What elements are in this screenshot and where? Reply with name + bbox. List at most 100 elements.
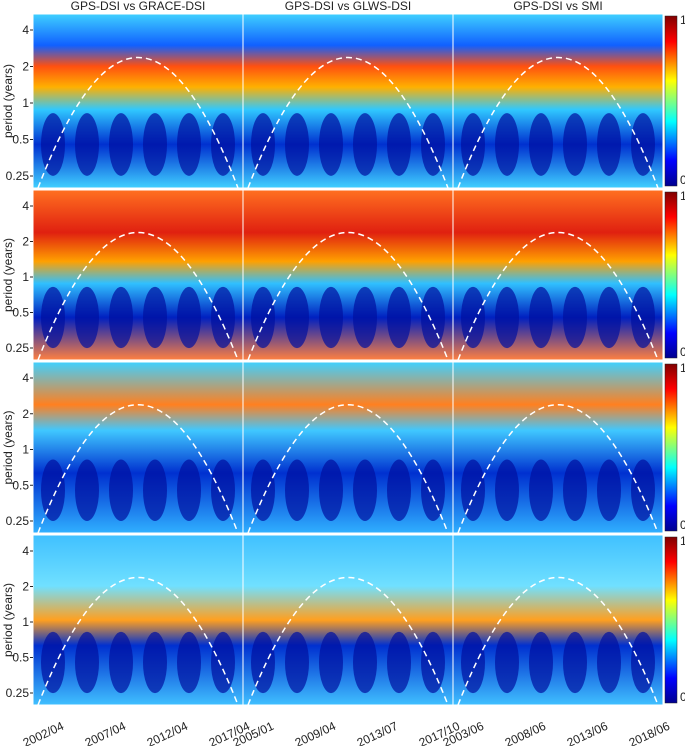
- low-coherence-blob: [211, 631, 235, 694]
- low-coherence-blob: [319, 459, 343, 522]
- coherence-map: [243, 14, 453, 188]
- low-coherence-blob: [285, 631, 309, 694]
- y-tick-label: 0.25: [6, 169, 30, 183]
- low-coherence-blob: [495, 459, 519, 522]
- y-axis-label: period (years): [1, 410, 15, 484]
- colorbar: [664, 191, 678, 359]
- low-coherence-blob: [143, 286, 167, 349]
- y-tick-label: 4: [22, 544, 29, 558]
- low-coherence-blob: [563, 113, 587, 176]
- low-coherence-blob: [631, 631, 655, 694]
- coherence-map: [243, 535, 453, 705]
- y-tick-label: 2: [22, 235, 29, 249]
- coherence-map: [453, 190, 663, 360]
- coherence-map: [243, 190, 453, 360]
- low-coherence-blob: [211, 286, 235, 349]
- low-coherence-blob: [177, 631, 201, 694]
- low-coherence-blob: [529, 286, 553, 349]
- y-tick-label: 1: [22, 443, 29, 457]
- low-coherence-blob: [211, 113, 235, 176]
- low-coherence-blob: [421, 631, 445, 694]
- low-coherence-blob: [597, 286, 621, 349]
- y-tick-label: 2: [22, 580, 29, 594]
- low-coherence-blob: [41, 113, 65, 176]
- low-coherence-blob: [143, 459, 167, 522]
- column-title: GPS-DSI vs SMI: [513, 0, 602, 13]
- colorbar-tick-label: 1: [680, 13, 685, 27]
- low-coherence-blob: [353, 113, 377, 176]
- low-coherence-blob: [461, 631, 485, 694]
- low-coherence-blob: [597, 631, 621, 694]
- cone-of-influence: [247, 232, 449, 361]
- low-coherence-blob: [251, 459, 275, 522]
- low-coherence-blob: [109, 631, 133, 694]
- low-coherence-blob: [41, 459, 65, 522]
- coherence-map: [33, 535, 243, 705]
- y-tick-label: 1: [22, 270, 29, 284]
- low-coherence-blob: [75, 459, 99, 522]
- y-tick-label: 2: [22, 60, 29, 74]
- y-tick-label: 2: [22, 407, 29, 421]
- cone-of-influence: [37, 577, 239, 706]
- low-coherence-blob: [387, 631, 411, 694]
- low-coherence-blob: [41, 286, 65, 349]
- low-coherence-blob: [495, 113, 519, 176]
- y-tick-label: 0.5: [12, 478, 29, 492]
- low-coherence-blob: [319, 286, 343, 349]
- low-coherence-blob: [251, 113, 275, 176]
- low-coherence-blob: [529, 631, 553, 694]
- x-tick-label: 2013/06: [565, 719, 611, 746]
- low-coherence-blob: [177, 286, 201, 349]
- low-coherence-blob: [319, 631, 343, 694]
- y-tick-label: 0.5: [12, 133, 29, 147]
- low-coherence-blob: [41, 631, 65, 694]
- cone-of-influence: [37, 404, 239, 534]
- coherence-map: [453, 14, 663, 188]
- panel-frame: [452, 13, 664, 189]
- y-axis-label: period (years): [1, 64, 15, 138]
- low-coherence-blob: [563, 459, 587, 522]
- low-coherence-blob: [75, 113, 99, 176]
- low-coherence-blob: [75, 631, 99, 694]
- x-tick-label: 2009/04: [293, 719, 339, 746]
- low-coherence-blob: [251, 286, 275, 349]
- y-tick-label: 4: [22, 23, 29, 37]
- low-coherence-blob: [387, 113, 411, 176]
- colorbar: [664, 15, 678, 187]
- low-coherence-blob: [285, 113, 309, 176]
- coherence-map: [33, 362, 243, 533]
- cone-of-influence: [457, 577, 659, 706]
- low-coherence-blob: [421, 459, 445, 522]
- low-coherence-blob: [177, 113, 201, 176]
- cone-of-influence: [37, 232, 239, 361]
- cone-of-influence: [247, 404, 449, 534]
- cone-of-influence: [247, 57, 449, 189]
- coherence-map: [243, 362, 453, 533]
- low-coherence-blob: [495, 631, 519, 694]
- colorbar: [664, 536, 678, 704]
- low-coherence-blob: [563, 631, 587, 694]
- low-coherence-blob: [495, 286, 519, 349]
- panel-frame: [452, 534, 664, 706]
- colorbar: [664, 363, 678, 532]
- low-coherence-blob: [461, 286, 485, 349]
- panel-frame: [452, 189, 664, 361]
- low-coherence-blob: [285, 286, 309, 349]
- x-tick-label: 2018/06: [627, 719, 673, 746]
- low-coherence-blob: [461, 113, 485, 176]
- colorbar-tick-label: 0: [680, 690, 685, 704]
- x-tick-label: 2013/07: [355, 719, 401, 746]
- low-coherence-blob: [143, 631, 167, 694]
- low-coherence-blob: [109, 286, 133, 349]
- column-title: GPS-DSI vs GLWS-DSI: [285, 0, 411, 13]
- low-coherence-blob: [529, 113, 553, 176]
- low-coherence-blob: [631, 459, 655, 522]
- panel-frame: [452, 361, 664, 534]
- low-coherence-blob: [109, 459, 133, 522]
- low-coherence-blob: [353, 459, 377, 522]
- y-axis-label: period (years): [1, 583, 15, 657]
- y-tick-label: 0.25: [6, 514, 30, 528]
- low-coherence-blob: [109, 113, 133, 176]
- cone-of-influence: [247, 577, 449, 706]
